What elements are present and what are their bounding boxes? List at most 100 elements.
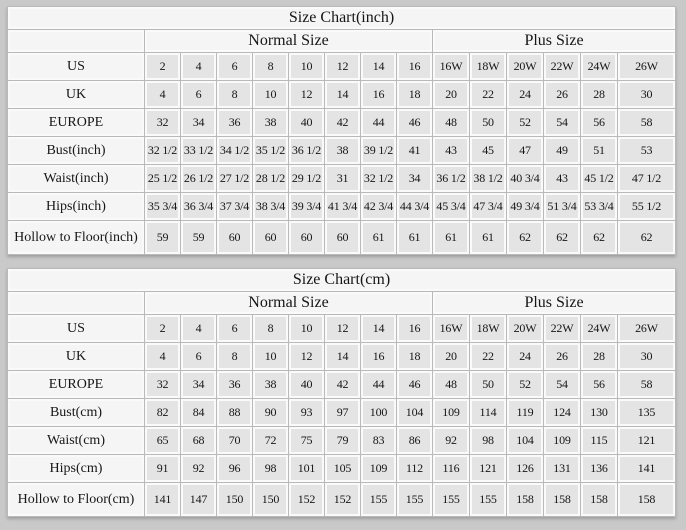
size-cell: 25 1/2 [144,164,181,193]
size-cell: 130 [580,398,618,427]
size-cell: 49 [543,136,581,165]
size-cell: 42 [324,370,361,399]
size-cell: 16 [360,80,397,109]
row-label: Waist(cm) [7,426,145,455]
size-cell: 65 [144,426,181,455]
size-cell: 44 [360,108,397,137]
table-row: Hips(cm) 91 92 96 98 101 105 109 112 116 121 126 131… [7,454,676,483]
size-cell: 109 [543,426,581,455]
table-row: EUROPE 32 34 36 38 40 42 44 46 48 50 52 54 56 58 [7,108,676,137]
size-cell: 158 [506,482,544,517]
size-cell: 60 [252,220,289,255]
size-cell: 26 [543,342,581,371]
size-cell: 60 [216,220,253,255]
size-cell: 58 [617,108,676,137]
normal-size-header: Normal Size [144,291,433,315]
size-cell: 6 [216,314,253,343]
size-cell: 54 [543,370,581,399]
size-cell: 152 [324,482,361,517]
size-cell: 155 [360,482,397,517]
size-cell: 124 [543,398,581,427]
size-cell: 158 [543,482,581,517]
size-cell: 126 [506,454,544,483]
size-cell: 2 [144,52,181,81]
size-cell: 10 [252,342,289,371]
size-cell: 61 [360,220,397,255]
size-cell: 43 [543,164,581,193]
size-cell: 92 [180,454,217,483]
size-cell: 100 [360,398,397,427]
size-cell: 52 [506,108,544,137]
size-cell: 141 [144,482,181,517]
table-row: UK 4 6 8 10 12 14 16 18 20 22 24 26 28 30 [7,342,676,371]
size-cell: 44 3/4 [396,192,433,221]
size-cell: 26 1/2 [180,164,217,193]
normal-size-header: Normal Size [144,29,433,53]
size-cell: 61 [469,220,507,255]
size-cell: 50 [469,108,507,137]
size-cell: 32 1/2 [144,136,181,165]
size-cell: 88 [216,398,253,427]
table-row: EUROPE 32 34 36 38 40 42 44 46 48 50 52 54 56 58 [7,370,676,399]
size-cell: 34 [180,108,217,137]
size-group-header-row: Normal Size Plus Size [7,29,676,53]
table-row: Hollow to Floor(inch) 59 59 60 60 60 60 61 61 61 6… [7,220,676,255]
size-cell: 50 [469,370,507,399]
size-cell: 61 [432,220,470,255]
size-cell: 53 3/4 [580,192,618,221]
size-cell: 16W [432,314,470,343]
table-row: Waist(inch) 25 1/2 26 1/2 27 1/2 28 1/2 29 1/… [7,164,676,193]
size-cell: 56 [580,108,618,137]
size-cell: 91 [144,454,181,483]
size-cell: 36 [216,370,253,399]
size-cell: 8 [252,314,289,343]
size-cell: 27 1/2 [216,164,253,193]
size-cell: 39 3/4 [288,192,325,221]
size-cell: 14 [324,80,361,109]
size-cell: 41 3/4 [324,192,361,221]
size-cell: 97 [324,398,361,427]
size-cell: 6 [180,342,217,371]
size-cell: 40 [288,108,325,137]
size-cell: 150 [216,482,253,517]
size-cell: 96 [216,454,253,483]
table-row: Bust(cm) 82 84 88 90 93 97 100 104 109 114 119 124 13… [7,398,676,427]
size-cell: 93 [288,398,325,427]
size-cell: 16 [396,314,433,343]
size-cell: 34 1/2 [216,136,253,165]
size-cell: 6 [216,52,253,81]
size-cell: 12 [324,314,361,343]
size-cell: 114 [469,398,507,427]
table-row: Hips(inch) 35 3/4 36 3/4 37 3/4 38 3/4 39 3/4… [7,192,676,221]
size-cell: 43 [432,136,470,165]
size-cell: 155 [469,482,507,517]
size-cell: 121 [469,454,507,483]
size-cell: 45 1/2 [580,164,618,193]
size-cell: 109 [432,398,470,427]
size-cell: 105 [324,454,361,483]
size-cell: 14 [360,52,397,81]
size-cell: 90 [252,398,289,427]
size-cell: 8 [252,52,289,81]
table-title-row: Size Chart(inch) [7,6,676,30]
row-label: US [7,314,145,343]
size-cell: 20 [432,80,470,109]
size-cell: 101 [288,454,325,483]
table-row: Waist(cm) 65 68 70 72 75 79 83 86 92 98 104 109 115 12… [7,426,676,455]
table-row: US 2 4 6 8 10 12 14 16 16W 18W 20W 22W 24W 26W [7,52,676,81]
size-cell: 12 [324,52,361,81]
size-cell: 92 [432,426,470,455]
size-cell: 98 [469,426,507,455]
size-cell: 18 [396,80,433,109]
size-cell: 62 [506,220,544,255]
size-cell: 59 [144,220,181,255]
table-title: Size Chart(cm) [7,268,676,292]
size-cell: 135 [617,398,676,427]
corner-cell [7,291,145,315]
size-cell: 4 [180,52,217,81]
size-cell: 109 [360,454,397,483]
size-cell: 10 [252,80,289,109]
size-cell: 22W [543,52,581,81]
size-cell: 22 [469,342,507,371]
plus-size-header: Plus Size [432,291,676,315]
